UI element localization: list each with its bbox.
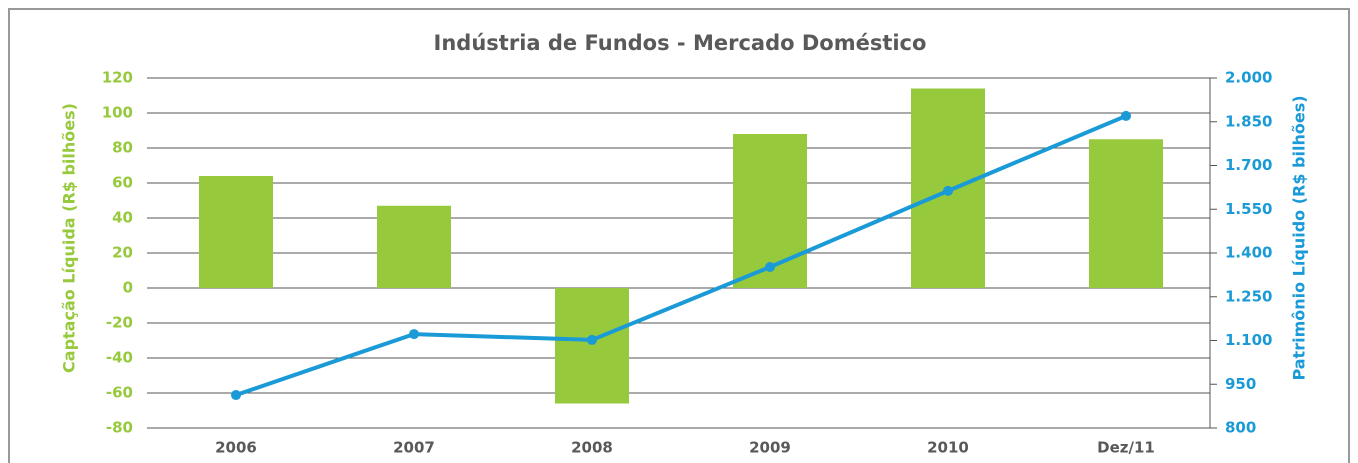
- y-tick-label: -20: [106, 314, 133, 332]
- x-tick-label: 2009: [749, 439, 791, 457]
- bar: [1089, 139, 1163, 288]
- line-point: [1121, 110, 1131, 121]
- y2-tick-label: 1.700: [1225, 156, 1272, 174]
- y-tick-label: 100: [102, 104, 133, 122]
- x-tick-label: 2007: [393, 439, 435, 457]
- x-tick-label: 2008: [571, 439, 613, 457]
- y2-tick-label: 1.250: [1225, 287, 1272, 305]
- y-tick-label: -40: [106, 349, 133, 367]
- y-tick-label: 80: [112, 139, 133, 157]
- y-tick-label: 60: [112, 174, 133, 192]
- y2-tick-label: 800: [1225, 419, 1256, 437]
- x-tick-label: Dez/11: [1097, 439, 1155, 457]
- line-point: [231, 390, 241, 401]
- line-point: [943, 185, 953, 196]
- y2-tick-label: 950: [1225, 375, 1256, 393]
- y2-tick-label: 1.400: [1225, 244, 1272, 262]
- y2-axis-label: Patrimônio Líquido (R$ bilhões): [1290, 95, 1309, 380]
- chart-title: Indústria de Fundos - Mercado Doméstico: [434, 31, 927, 55]
- y-tick-label: -80: [106, 419, 133, 437]
- line-point: [765, 262, 775, 272]
- y2-tick-label: 1.550: [1225, 200, 1272, 218]
- y2-tick-label: 2.000: [1225, 69, 1272, 87]
- bar: [555, 288, 629, 404]
- line-point: [587, 334, 597, 345]
- y-tick-label: 20: [112, 244, 133, 262]
- y-axis-label: Captação Líquida (R$ bilhões): [60, 103, 79, 373]
- line-point: [409, 329, 419, 340]
- y-tick-label: 40: [112, 209, 133, 227]
- y-tick-label: 120: [102, 69, 133, 87]
- bar: [199, 176, 273, 288]
- y-tick-label: 0: [123, 279, 133, 297]
- bar: [377, 205, 451, 288]
- x-tick-label: 2010: [927, 439, 969, 457]
- x-tick-label: 2006: [215, 439, 257, 457]
- y-tick-label: -60: [106, 384, 133, 402]
- line: [235, 114, 1127, 397]
- y2-tick-label: 1.100: [1225, 331, 1272, 349]
- y2-tick-label: 1.850: [1225, 112, 1272, 130]
